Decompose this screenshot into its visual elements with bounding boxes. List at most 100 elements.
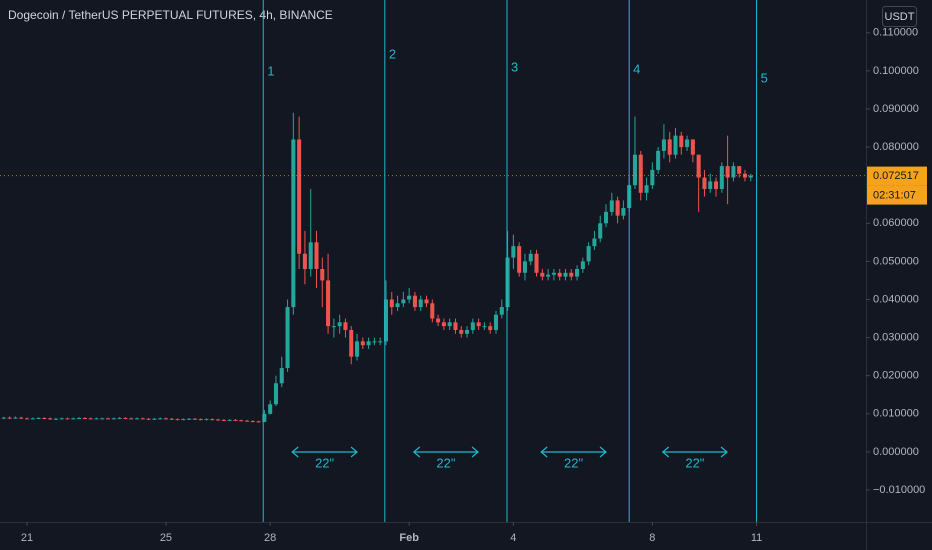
y-tick-label: 0.040000 xyxy=(873,293,919,305)
candle-body xyxy=(349,329,354,357)
countdown-label: 02:31:07 xyxy=(873,189,916,201)
candle-body xyxy=(412,295,417,308)
candle-body xyxy=(378,341,383,343)
candle-body xyxy=(499,307,504,315)
candle-body xyxy=(285,307,290,369)
candle-body xyxy=(615,200,620,216)
candle-body xyxy=(308,242,313,270)
range-arrow xyxy=(661,446,728,458)
candle-body xyxy=(644,185,649,193)
candle-body xyxy=(632,154,637,186)
candle-body xyxy=(163,418,168,420)
candle-body xyxy=(123,417,128,419)
candle-body xyxy=(53,418,58,420)
candle-body xyxy=(94,418,99,420)
candle-body xyxy=(1,417,6,419)
y-tick-label: 0.060000 xyxy=(873,217,919,229)
candle-body xyxy=(725,166,730,178)
candle-body xyxy=(737,166,742,174)
candle-body xyxy=(424,299,429,304)
candle-body xyxy=(407,295,412,300)
x-tick-label: 21 xyxy=(21,532,33,544)
candle-body xyxy=(580,261,585,270)
candle-body xyxy=(134,418,140,420)
candle-body xyxy=(13,417,18,419)
candle-body xyxy=(395,303,400,308)
candle-body xyxy=(77,417,82,419)
candle-body xyxy=(59,418,64,420)
candle-body xyxy=(48,418,53,420)
y-tick-label: 0.100000 xyxy=(873,65,919,77)
candle-body xyxy=(204,419,209,421)
range-arrow xyxy=(540,446,607,458)
y-tick-label: 0.110000 xyxy=(873,27,918,39)
candle-body xyxy=(372,341,377,343)
candle-body xyxy=(24,418,30,420)
candle-body xyxy=(227,419,232,421)
candle-body xyxy=(696,154,701,178)
candle-body xyxy=(476,322,481,327)
candle-body xyxy=(667,139,672,155)
x-tick-label: 25 xyxy=(160,532,172,544)
candle-body xyxy=(551,272,556,275)
candle-body xyxy=(656,150,661,170)
range-label: 22" xyxy=(436,455,455,470)
candle-body xyxy=(326,280,331,327)
candle-body xyxy=(459,329,464,334)
candle-body xyxy=(273,383,278,405)
last-price-label: 0.072517 xyxy=(873,170,919,182)
y-tick-label: 0.010000 xyxy=(873,408,919,420)
candle-body xyxy=(522,261,527,273)
x-tick-label: 4 xyxy=(510,532,516,544)
x-tick-label: 11 xyxy=(751,532,762,544)
x-tick-label: Feb xyxy=(399,532,419,544)
currency-label: USDT xyxy=(885,11,915,23)
range-label: 22" xyxy=(315,455,334,470)
candle-body xyxy=(250,421,255,423)
candle-body xyxy=(65,418,70,420)
currency-box[interactable] xyxy=(882,6,917,27)
range-arrow xyxy=(291,446,358,458)
candle-body xyxy=(465,329,470,334)
candle-body xyxy=(598,223,603,239)
candle-body xyxy=(638,154,643,193)
candle-body xyxy=(540,272,545,277)
candle-body xyxy=(192,418,197,420)
candle-body xyxy=(569,272,574,277)
vertical-line-label: 4 xyxy=(633,61,640,76)
y-tick-label: 0.080000 xyxy=(873,141,919,153)
candle-body xyxy=(719,166,724,189)
candle-body xyxy=(117,417,122,419)
y-tick-label: 0.020000 xyxy=(873,370,919,382)
candle-body xyxy=(279,368,284,384)
candle-body xyxy=(603,211,609,224)
candle-body xyxy=(297,139,302,254)
candle-body xyxy=(685,139,690,148)
candle-body xyxy=(30,418,35,420)
candle-body xyxy=(609,200,614,212)
chart-title: Dogecoin / TetherUS PERPETUAL FUTURES, 4… xyxy=(8,8,333,22)
candle-body xyxy=(216,419,221,421)
candle-body xyxy=(239,420,244,422)
candle-body xyxy=(447,322,452,327)
candle-body xyxy=(169,418,174,420)
candle-body xyxy=(528,253,533,262)
candle-body xyxy=(221,419,226,421)
candle-body xyxy=(82,417,87,419)
candle-body xyxy=(320,269,325,281)
candle-body xyxy=(100,418,105,420)
candle-body xyxy=(546,274,551,277)
candle-body xyxy=(7,417,12,419)
candle-body xyxy=(291,139,296,308)
candle-body xyxy=(621,208,626,216)
candle-body xyxy=(88,418,93,420)
candle-body xyxy=(233,419,238,421)
vertical-line-label: 5 xyxy=(761,70,768,85)
candle-body xyxy=(493,314,499,330)
candle-body xyxy=(661,139,666,151)
candle-body xyxy=(302,253,307,270)
x-tick-label: 28 xyxy=(264,532,276,544)
y-tick-label: −0.010000 xyxy=(873,484,925,496)
candle-body xyxy=(389,299,394,308)
